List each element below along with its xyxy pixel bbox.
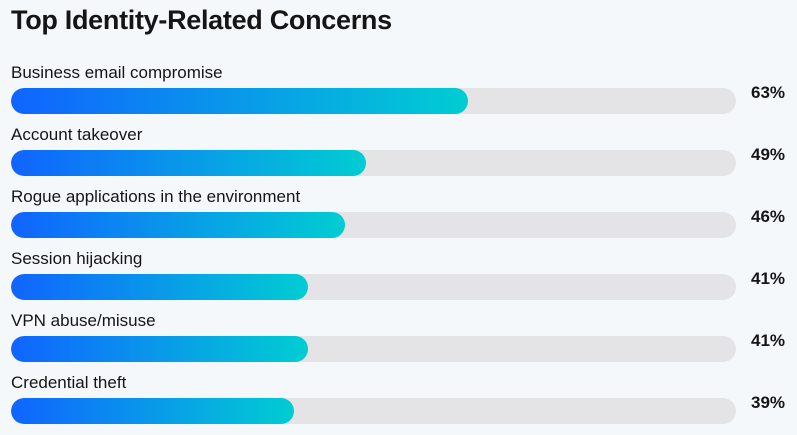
- bar-value-label: 49%: [751, 145, 786, 164]
- bar-value-label: 46%: [751, 207, 786, 226]
- bar-track: [11, 398, 736, 424]
- chart-title: Top Identity-Related Concerns: [11, 5, 392, 35]
- bar-label: Account takeover: [11, 125, 143, 144]
- bar-value-label: 41%: [751, 269, 786, 288]
- bar-track: [11, 150, 736, 176]
- bar-value-label: 63%: [751, 83, 786, 102]
- bar-row: Session hijacking 41%: [0, 246, 797, 308]
- bar-label: Credential theft: [11, 373, 127, 392]
- bar-fill: [11, 150, 367, 176]
- bar-track: [11, 336, 736, 362]
- bar-row: Business email compromise 63%: [0, 60, 797, 122]
- bar-track: [11, 212, 736, 238]
- bar-value-label: 39%: [751, 393, 786, 412]
- bar-label: VPN abuse/misuse: [11, 311, 156, 330]
- bar-row: Account takeover 49%: [0, 122, 797, 184]
- bar-label: Rogue applications in the environment: [11, 187, 301, 206]
- bar-fill: [11, 336, 309, 362]
- bar-chart: Business email compromise 63% Account take…: [0, 60, 797, 432]
- bar-fill: [11, 398, 294, 424]
- bar-row: Rogue applications in the environment 46%: [0, 184, 797, 246]
- bar-value-label: 41%: [751, 331, 786, 350]
- bar-fill: [11, 212, 345, 238]
- bar-row: VPN abuse/misuse 41%: [0, 308, 797, 370]
- bar-label: Session hijacking: [11, 249, 143, 268]
- bar-fill: [11, 88, 468, 114]
- bar-track: [11, 274, 736, 300]
- bar-fill: [11, 274, 309, 300]
- bar-row: Credential theft 39%: [0, 370, 797, 432]
- bar-label: Business email compromise: [11, 63, 223, 82]
- bar-track: [11, 88, 736, 114]
